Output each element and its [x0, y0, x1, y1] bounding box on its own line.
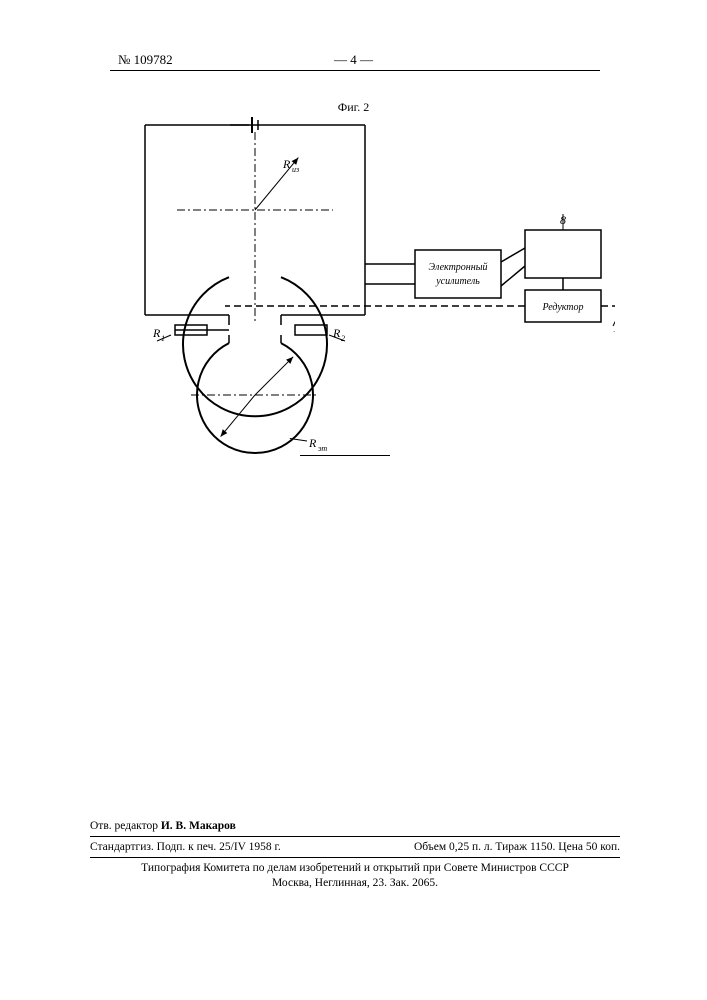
svg-text:из: из: [292, 165, 299, 174]
svg-text:усилитель: усилитель: [435, 276, 480, 287]
figure-2: RизR1R2RэтЭлектронныйусилительРедуктор81…: [115, 115, 615, 435]
print-info-right: Объем 0,25 п. л. Тираж 1150. Цена 50 коп…: [414, 841, 620, 853]
print-info: Стандартгиз. Подп. к печ. 25/IV 1958 г. …: [90, 841, 620, 853]
svg-text:Редуктор: Редуктор: [541, 302, 583, 313]
figure-separator: [300, 455, 390, 456]
svg-text:2: 2: [341, 334, 345, 343]
figure-caption: Фиг. 2: [0, 100, 707, 115]
print-info-left: Стандартгиз. Подп. к печ. 25/IV 1958 г.: [90, 841, 281, 853]
imprint: Отв. редактор И. В. Макаров Стандартгиз.…: [90, 820, 620, 889]
editor-line: Отв. редактор И. В. Макаров: [90, 820, 620, 832]
typography-line-2: Москва, Неглинная, 23. Зак. 2065.: [90, 877, 620, 889]
footer-rule-2: [90, 857, 620, 858]
svg-text:R: R: [282, 157, 291, 171]
page-number: — 4 —: [0, 52, 707, 68]
page: № 109782 — 4 — Фиг. 2 RизR1R2RэтЭлектрон…: [0, 0, 707, 1000]
svg-text:эт: эт: [318, 444, 327, 453]
svg-text:R: R: [308, 436, 317, 450]
editor-label: Отв. редактор: [90, 820, 158, 832]
typography-line-1: Типография Комитета по делам изобретений…: [90, 862, 620, 874]
figure-svg: RизR1R2RэтЭлектронныйусилительРедуктор81…: [115, 115, 615, 455]
svg-text:Электронный: Электронный: [429, 262, 488, 273]
svg-text:R: R: [152, 326, 161, 340]
header-rule: [110, 70, 600, 71]
footer-rule-1: [90, 836, 620, 837]
editor-name: И. В. Макаров: [161, 820, 236, 832]
